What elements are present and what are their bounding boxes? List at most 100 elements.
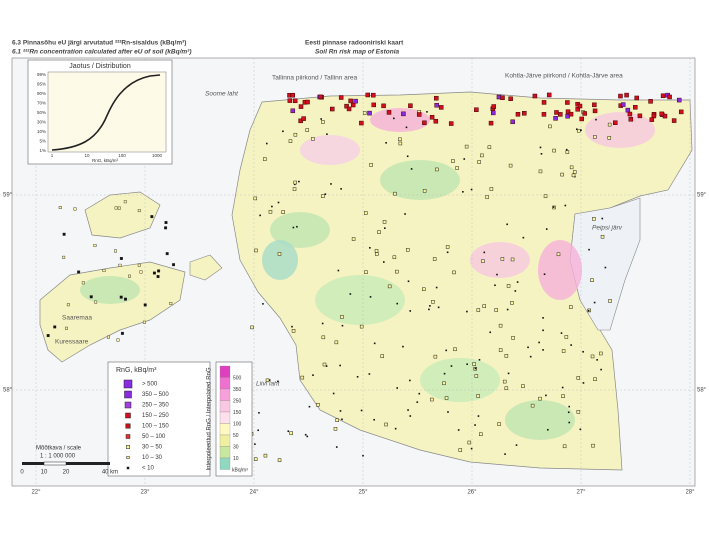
hiiumaa <box>84 191 161 239</box>
point <box>288 139 293 143</box>
point <box>572 170 577 174</box>
point <box>648 99 653 104</box>
legend-label: 50 – 100 <box>142 434 166 440</box>
point <box>169 302 173 305</box>
point <box>359 324 364 329</box>
point <box>576 128 581 133</box>
point <box>529 355 532 358</box>
scale-unit: kBq/m³ <box>232 467 248 473</box>
point <box>494 308 498 312</box>
point <box>393 117 395 120</box>
place-label: Kohtla-Järve piirkond / Kohtla-Järve are… <box>505 73 623 80</box>
point <box>58 206 62 209</box>
point <box>579 116 584 122</box>
point <box>576 410 581 414</box>
scale-label: 150 <box>233 410 242 416</box>
point <box>308 405 311 408</box>
point <box>434 102 439 108</box>
longitude-label: 22° <box>31 490 41 496</box>
point <box>457 429 460 431</box>
legend-symbol <box>125 412 131 419</box>
scale-label: 30 <box>233 444 239 450</box>
point <box>442 381 446 386</box>
point <box>618 93 623 99</box>
point <box>373 418 375 421</box>
distribution-inset: Jaotus / Distribution 99% 95% 90% 70% 50% 30%… <box>27 59 173 165</box>
point <box>320 118 322 120</box>
point <box>409 310 412 312</box>
point <box>293 132 298 137</box>
point <box>396 387 399 389</box>
point <box>81 281 85 285</box>
point <box>164 226 168 230</box>
point <box>330 183 332 185</box>
point <box>477 415 480 417</box>
point <box>627 111 633 117</box>
point <box>46 334 50 338</box>
point <box>591 443 595 448</box>
scale-bar-label: 0 <box>20 470 24 476</box>
point <box>429 114 435 120</box>
point <box>476 308 481 312</box>
point <box>305 128 309 132</box>
point <box>340 188 342 190</box>
inset-title: Jaotus / Distribution <box>69 63 131 70</box>
point <box>527 346 529 349</box>
point <box>73 207 77 211</box>
legend-label: < 10 <box>142 466 155 472</box>
place-label: Tallinna piirkond / Tallinn area <box>272 75 358 82</box>
point <box>277 201 280 204</box>
scale-swatch <box>219 400 231 413</box>
point <box>515 444 518 446</box>
point <box>502 379 507 384</box>
point <box>516 281 519 283</box>
point <box>445 349 448 352</box>
point <box>620 102 626 107</box>
longitude-label: 26° <box>467 490 477 496</box>
point <box>476 394 480 398</box>
point <box>497 422 501 426</box>
point <box>263 157 267 161</box>
point <box>325 365 328 367</box>
point <box>479 432 483 436</box>
point <box>569 305 573 309</box>
title-right-en: Soil Rn risk map of Estonia <box>315 49 400 56</box>
point <box>599 351 603 356</box>
point <box>398 141 403 146</box>
point <box>446 251 449 254</box>
point <box>333 427 338 431</box>
latitude-label: 58° <box>3 388 13 394</box>
point <box>561 394 565 398</box>
point <box>321 335 326 340</box>
point <box>582 382 585 384</box>
point <box>53 325 57 329</box>
point <box>338 95 344 100</box>
point <box>577 103 583 109</box>
point <box>351 237 356 241</box>
inset-x-label: 100 <box>118 153 126 158</box>
point <box>384 227 386 229</box>
point <box>293 180 297 185</box>
scale-label: 10 <box>233 456 239 462</box>
legend-label: 350 – 500 <box>142 392 169 398</box>
point <box>548 124 552 129</box>
point <box>164 221 168 225</box>
scale-swatch <box>219 388 231 401</box>
inset-x-label: 10 <box>84 153 90 158</box>
point <box>565 109 571 114</box>
point <box>120 331 124 335</box>
point <box>335 418 339 422</box>
point <box>582 111 587 116</box>
point <box>365 92 371 98</box>
legend-label: 100 – 150 <box>142 424 169 430</box>
point <box>290 92 295 98</box>
point <box>607 122 612 127</box>
legend-label: 250 – 350 <box>142 403 169 409</box>
muhu <box>189 254 223 281</box>
point <box>290 108 296 114</box>
patch <box>585 112 655 148</box>
point <box>593 301 596 304</box>
scale-swatch <box>219 365 231 378</box>
scale-label: 250 <box>233 398 242 404</box>
point <box>341 324 344 327</box>
